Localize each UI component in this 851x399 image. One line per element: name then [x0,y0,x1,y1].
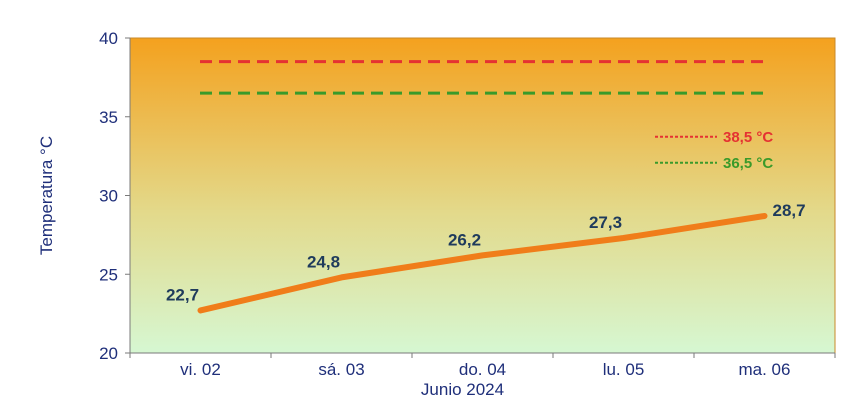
data-point [340,275,344,279]
data-point [199,308,203,312]
legend-label: 36,5 °C [723,155,773,172]
y-tick-label: 30 [99,187,118,206]
plot-area [130,38,835,353]
x-tick-label: vi. 02 [180,360,221,379]
y-tick-label: 35 [99,108,118,127]
x-tick-label: do. 04 [459,360,506,379]
y-tick-label: 25 [99,265,118,284]
data-point [481,253,485,257]
data-label: 28,7 [773,201,806,220]
x-axis-title: Junio 2024 [421,380,504,399]
y-tick-label: 40 [99,29,118,48]
legend-label: 38,5 °C [723,129,773,146]
data-label: 24,8 [307,252,340,271]
x-tick-label: sá. 03 [318,360,364,379]
data-label: 27,3 [589,213,622,232]
data-point [622,236,626,240]
y-axis-title: Temperatura °C [37,136,56,255]
data-point [763,214,767,218]
data-label: 22,7 [166,285,199,304]
data-label: 26,2 [448,230,481,249]
y-tick-label: 20 [99,344,118,363]
x-tick-label: ma. 06 [739,360,791,379]
x-tick-label: lu. 05 [603,360,645,379]
